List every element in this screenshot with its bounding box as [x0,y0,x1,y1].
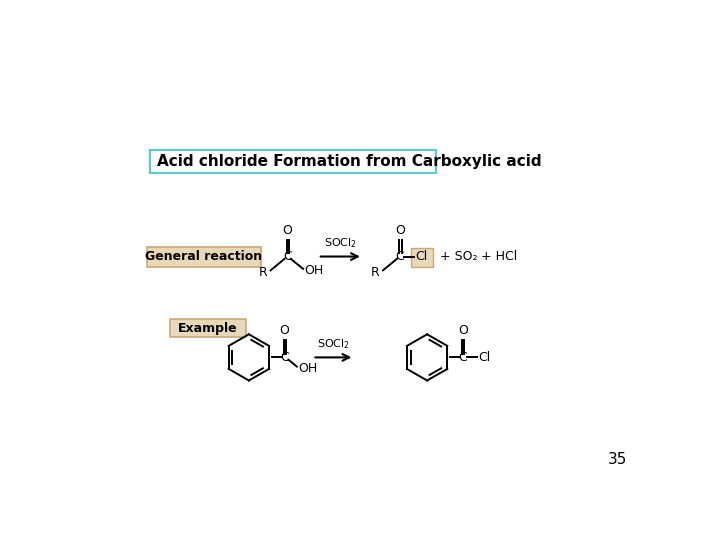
Text: + SO₂: + SO₂ [441,250,478,263]
FancyBboxPatch shape [411,248,433,267]
Text: SOCl$_2$: SOCl$_2$ [324,237,357,251]
Text: O: O [279,325,289,338]
FancyBboxPatch shape [147,247,261,267]
Text: OH: OH [299,362,318,375]
Text: R: R [258,266,267,279]
FancyBboxPatch shape [150,150,436,173]
Text: Acid chloride Formation from Carboxylic acid: Acid chloride Formation from Carboxylic … [157,153,541,168]
Text: O: O [283,224,292,237]
FancyBboxPatch shape [170,319,246,338]
Text: SOCl$_2$: SOCl$_2$ [317,338,350,351]
Text: 35: 35 [608,452,627,467]
Text: OH: OH [305,264,324,277]
Text: O: O [458,325,468,338]
Text: O: O [395,224,405,237]
Text: + HCl: + HCl [482,250,518,263]
Text: R: R [371,266,380,279]
Text: Cl: Cl [478,351,490,364]
Text: C: C [280,351,289,364]
Text: C: C [459,351,467,364]
Text: Example: Example [178,322,238,335]
Text: Cl: Cl [415,250,428,263]
Text: C: C [283,250,292,263]
Text: General reaction: General reaction [145,250,263,263]
Text: C: C [395,250,405,263]
